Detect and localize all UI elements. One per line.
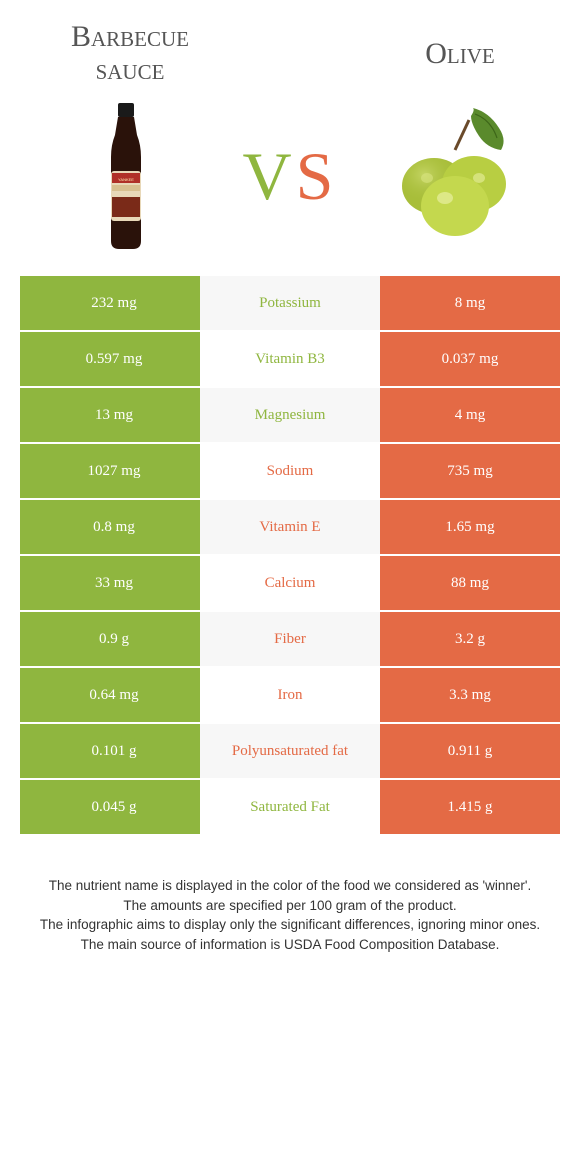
table-row: 0.597 mgVitamin B30.037 mg (20, 332, 560, 388)
nutrient-name-cell: Vitamin B3 (200, 332, 380, 386)
header: Barbecue sauce Olive (0, 0, 580, 96)
vs-label: VS (243, 137, 338, 216)
nutrient-name-cell: Sodium (200, 444, 380, 498)
left-value-cell: 0.045 g (20, 780, 200, 834)
right-value-cell: 1.65 mg (380, 500, 560, 554)
nutrient-name-cell: Potassium (200, 276, 380, 330)
olive-image (379, 101, 529, 251)
footer-line-3: The infographic aims to display only the… (30, 915, 550, 935)
right-value-cell: 0.911 g (380, 724, 560, 778)
right-value-cell: 3.3 mg (380, 668, 560, 722)
left-value-cell: 232 mg (20, 276, 200, 330)
table-row: 33 mgCalcium88 mg (20, 556, 560, 612)
barbecue-sauce-image: YANKEE (51, 101, 201, 251)
right-value-cell: 1.415 g (380, 780, 560, 834)
nutrient-name-cell: Saturated Fat (200, 780, 380, 834)
right-value-cell: 88 mg (380, 556, 560, 610)
nutrient-name-cell: Fiber (200, 612, 380, 666)
right-value-cell: 735 mg (380, 444, 560, 498)
right-value-cell: 0.037 mg (380, 332, 560, 386)
nutrient-name-cell: Polyunsaturated fat (200, 724, 380, 778)
left-value-cell: 1027 mg (20, 444, 200, 498)
right-value-cell: 4 mg (380, 388, 560, 442)
nutrient-name-cell: Vitamin E (200, 500, 380, 554)
footer-line-2: The amounts are specified per 100 gram o… (30, 896, 550, 916)
nutrient-name-cell: Magnesium (200, 388, 380, 442)
left-food-title: Barbecue sauce (40, 20, 220, 86)
left-value-cell: 33 mg (20, 556, 200, 610)
footer-line-4: The main source of information is USDA F… (30, 935, 550, 955)
svg-text:YANKEE: YANKEE (118, 177, 134, 182)
vs-v: V (243, 138, 296, 214)
left-value-cell: 13 mg (20, 388, 200, 442)
table-row: 0.8 mgVitamin E1.65 mg (20, 500, 560, 556)
left-value-cell: 0.597 mg (20, 332, 200, 386)
right-value-cell: 8 mg (380, 276, 560, 330)
table-row: 1027 mgSodium735 mg (20, 444, 560, 500)
right-food-title: Olive (380, 37, 540, 70)
nutrient-name-cell: Calcium (200, 556, 380, 610)
right-value-cell: 3.2 g (380, 612, 560, 666)
table-row: 0.045 gSaturated Fat1.415 g (20, 780, 560, 836)
table-row: 0.64 mgIron3.3 mg (20, 668, 560, 724)
vs-s: S (296, 138, 338, 214)
left-value-cell: 0.64 mg (20, 668, 200, 722)
table-row: 13 mgMagnesium4 mg (20, 388, 560, 444)
images-row: YANKEE VS (0, 96, 580, 276)
left-value-cell: 0.8 mg (20, 500, 200, 554)
left-value-cell: 0.101 g (20, 724, 200, 778)
nutrient-name-cell: Iron (200, 668, 380, 722)
table-row: 0.101 gPolyunsaturated fat0.911 g (20, 724, 560, 780)
left-value-cell: 0.9 g (20, 612, 200, 666)
nutrient-table: 232 mgPotassium8 mg0.597 mgVitamin B30.0… (20, 276, 560, 836)
footer-line-1: The nutrient name is displayed in the co… (30, 876, 550, 896)
table-row: 232 mgPotassium8 mg (20, 276, 560, 332)
table-row: 0.9 gFiber3.2 g (20, 612, 560, 668)
footer-notes: The nutrient name is displayed in the co… (30, 876, 550, 954)
